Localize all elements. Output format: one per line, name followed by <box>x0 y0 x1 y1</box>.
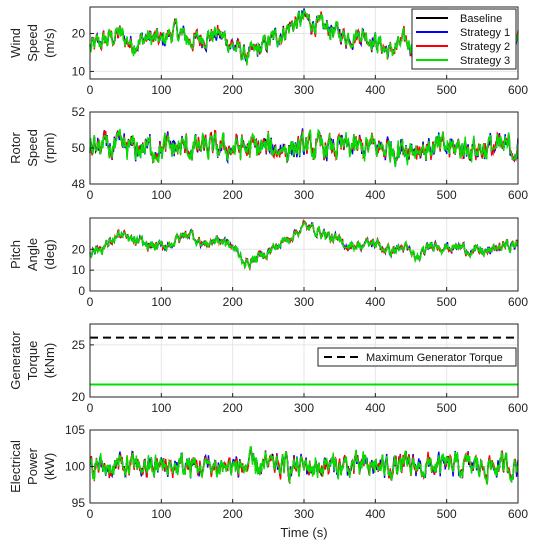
x-tick-label: 0 <box>87 507 94 521</box>
y-axis-label: Wind <box>8 28 23 58</box>
y-axis-label: Torque <box>25 341 40 381</box>
y-axis-label: Speed <box>25 24 40 62</box>
x-tick-label: 100 <box>151 507 171 521</box>
x-tick-label: 300 <box>294 401 314 415</box>
legend-label: Strategy 3 <box>460 55 510 67</box>
y-axis-label: Power <box>25 447 40 485</box>
y-tick-label: 10 <box>72 64 86 78</box>
y-tick-label: 25 <box>72 338 86 352</box>
chart-panel-3: 0 100 200 300 400 500 600 0 10 20 Pitch Angle (deg) <box>8 217 528 309</box>
y-axis-label: (m/s) <box>42 28 57 58</box>
x-tick-label: 200 <box>223 507 243 521</box>
legend-box <box>317 347 517 367</box>
series-line-strategy-3 <box>89 221 519 269</box>
y-tick-label: 52 <box>72 105 86 119</box>
series-line-strategy-3 <box>89 128 519 168</box>
y-tick-label: 10 <box>72 263 86 277</box>
x-tick-label: 300 <box>294 507 314 521</box>
x-tick-label: 400 <box>365 188 385 202</box>
y-tick-label: 0 <box>78 284 85 298</box>
x-tick-label: 500 <box>437 507 457 521</box>
x-tick-label: 0 <box>87 401 94 415</box>
x-axis-label: Time (s) <box>280 525 327 540</box>
y-tick-label: 20 <box>72 390 86 404</box>
x-tick-label: 500 <box>437 295 457 309</box>
x-tick-label: 600 <box>508 83 528 97</box>
x-tick-label: 100 <box>151 295 171 309</box>
x-tick-label: 400 <box>365 295 385 309</box>
x-tick-label: 0 <box>87 83 94 97</box>
x-tick-label: 500 <box>437 401 457 415</box>
x-tick-label: 500 <box>437 83 457 97</box>
y-tick-label: 20 <box>72 242 86 256</box>
y-tick-label: 95 <box>72 496 86 510</box>
y-axis-label: (rpm) <box>42 132 57 163</box>
y-axis-label: Angle <box>25 238 40 271</box>
x-tick-label: 0 <box>87 188 94 202</box>
chart-panel-1: 0 100 200 300 400 500 600 10 20 Wind Speed (m/s) Bas… <box>8 6 528 97</box>
chart-panel-4: 0 100 200 300 400 500 600 20 25 Generator Torque (k… <box>8 323 528 415</box>
x-tick-label: 100 <box>151 401 171 415</box>
y-axis-label: Generator <box>8 331 23 390</box>
y-tick-label: 48 <box>72 177 86 191</box>
y-axis-label: Rotor <box>8 131 23 163</box>
x-tick-label: 500 <box>437 188 457 202</box>
y-tick-label: 100 <box>65 460 85 474</box>
y-axis-label: (kW) <box>42 453 57 480</box>
x-tick-label: 600 <box>508 188 528 202</box>
y-tick-label: 20 <box>72 27 86 41</box>
legend-label: Strategy 2 <box>460 41 510 53</box>
chart-panel-5: 0 100 200 300 400 500 600 95 100 105 Electrical Pow… <box>8 423 528 540</box>
y-tick-label: 50 <box>72 141 86 155</box>
x-tick-label: 300 <box>294 188 314 202</box>
x-tick-label: 400 <box>365 83 385 97</box>
x-tick-label: 200 <box>223 295 243 309</box>
x-tick-label: 100 <box>151 188 171 202</box>
x-tick-label: 200 <box>223 188 243 202</box>
y-axis-label: Electrical <box>8 440 23 493</box>
chart-panel-2: 0 100 200 300 400 500 600 48 50 52 Rotor Speed (rpm) <box>8 105 528 202</box>
x-tick-label: 600 <box>508 295 528 309</box>
y-tick-label: 105 <box>65 423 85 437</box>
legend-label: Maximum Generator Torque <box>366 352 503 364</box>
x-tick-label: 200 <box>223 401 243 415</box>
x-tick-label: 200 <box>223 83 243 97</box>
legend-label: Strategy 1 <box>460 27 510 39</box>
y-axis-label: Speed <box>25 129 40 167</box>
y-axis-label: (deg) <box>42 239 57 269</box>
x-tick-label: 300 <box>294 83 314 97</box>
x-tick-label: 600 <box>508 507 528 521</box>
y-axis-label: (kNm) <box>42 343 57 378</box>
y-axis-label: Pitch <box>8 240 23 269</box>
x-tick-label: 400 <box>365 507 385 521</box>
x-tick-label: 400 <box>365 401 385 415</box>
legend-label: Baseline <box>460 13 502 25</box>
x-tick-label: 600 <box>508 401 528 415</box>
x-tick-label: 0 <box>87 295 94 309</box>
x-tick-label: 300 <box>294 295 314 309</box>
x-tick-label: 100 <box>151 83 171 97</box>
series-line-strategy-3 <box>89 446 519 485</box>
